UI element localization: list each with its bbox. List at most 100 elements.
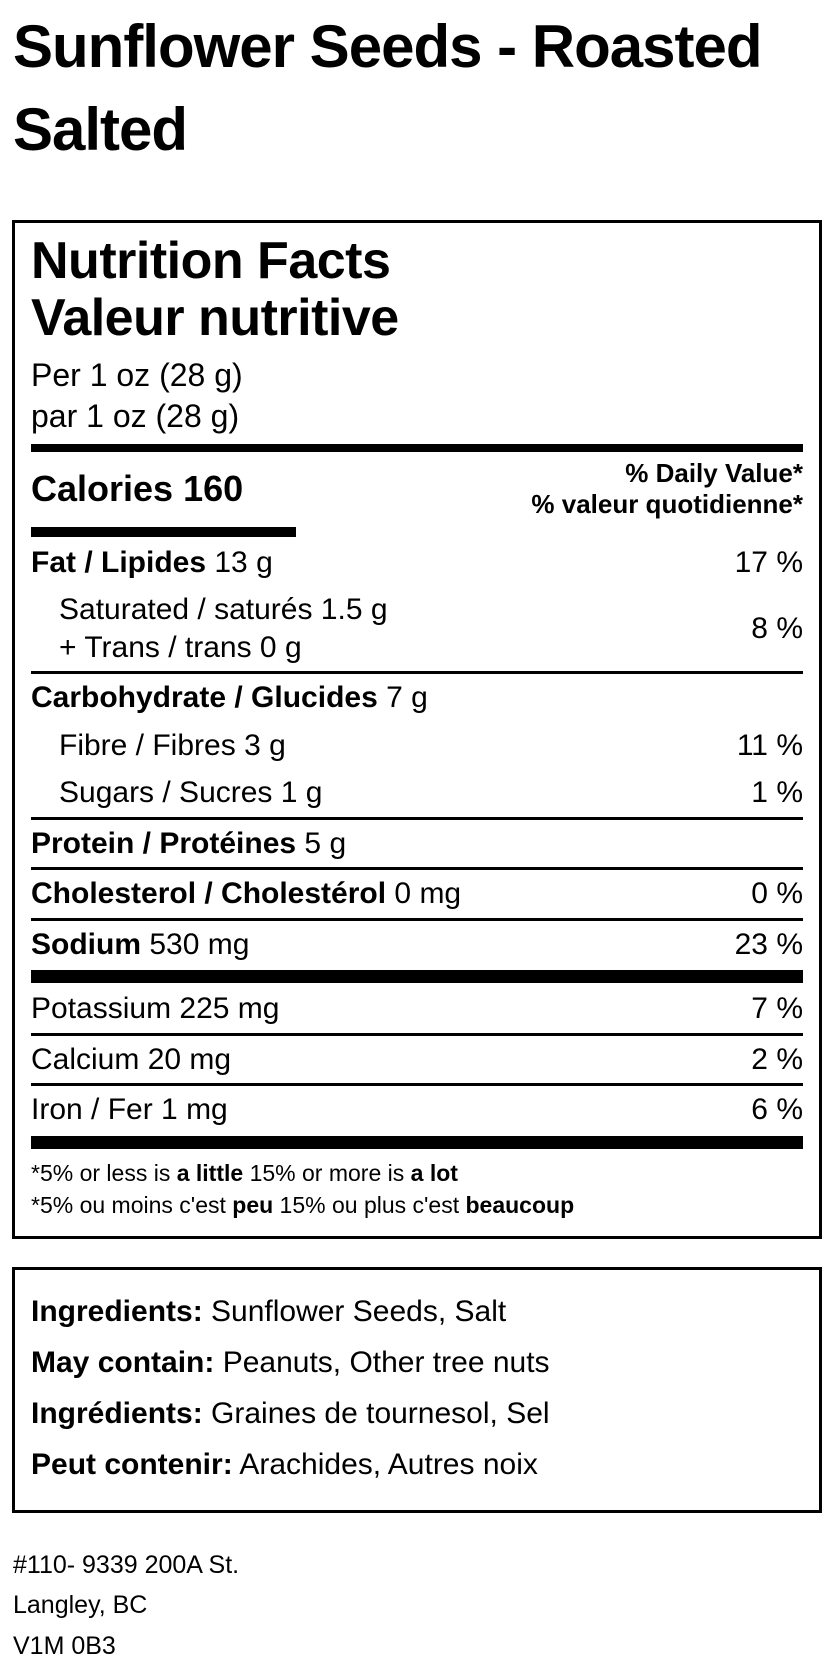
footnote-text: 15% or more is [243, 1159, 411, 1186]
nutrient-dv: 23 % [734, 927, 803, 961]
footnote-text: *5% or less is [31, 1159, 177, 1186]
nutrient-dv: 11 % [736, 728, 803, 762]
nutrient-label: Fibre / Fibres 3 g [31, 727, 286, 765]
serving-size-en: Per 1 oz (28 g) [31, 356, 243, 393]
may-contain-line-fr: Peut contenir: Arachides, Autres noix [31, 1445, 803, 1484]
nutrient-dv: 17 % [734, 545, 803, 579]
may-contain-line-en: May contain: Peanuts, Other tree nuts [31, 1343, 803, 1382]
nutrient-label: Iron / Fer 1 mg [31, 1091, 228, 1129]
company-address: #110- 9339 200A St. Langley, BC V1M 0B3 [13, 1545, 822, 1666]
calories-underline-bar [31, 526, 296, 537]
nutrient-name: Potassium [31, 992, 172, 1026]
divider-thick [31, 970, 803, 984]
footnote-fr: *5% ou moins c'est peu 15% ou plus c'est… [31, 1189, 803, 1222]
nutrient-name: Fibre / Fibres [59, 728, 236, 762]
ingredients-line-en: Ingredients: Sunflower Seeds, Salt [31, 1292, 803, 1331]
nutrient-dv: 7 % [751, 992, 803, 1026]
footnote-peu: peu [232, 1192, 274, 1219]
divider [31, 1083, 803, 1087]
nutrient-amount: 5 g [304, 826, 347, 860]
divider [31, 1032, 803, 1036]
nutrient-row-iron: Iron / Fer 1 mg 6 % [31, 1086, 803, 1134]
may-contain-label-fr: Peut contenir: [31, 1447, 233, 1481]
daily-value-header-en: % Daily Value* [625, 458, 803, 489]
nutrient-label: Cholesterol / Cholestérol 0 mg [31, 875, 461, 913]
nutrient-name: Carbohydrate / Glucides [31, 681, 378, 715]
divider [31, 671, 803, 675]
nutrient-row-calcium: Calcium 20 mg 2 % [31, 1036, 803, 1084]
nutrient-row-sodium: Sodium 530 mg 23 % [31, 921, 803, 969]
calories-label: Calories 160 [31, 458, 243, 510]
divider-thick-bottom [31, 1135, 803, 1149]
nutrient-name: Calcium [31, 1042, 140, 1076]
divider [31, 917, 803, 921]
divider-thick-top [31, 444, 803, 453]
trans-line: + Trans / trans 0 g [59, 630, 302, 664]
nutrient-label: Fat / Lipides 13 g [31, 544, 273, 582]
may-contain-label: May contain: [31, 1345, 215, 1379]
nutrition-facts-heading-fr: Valeur nutritive [31, 288, 399, 347]
nutrient-amount: 530 mg [149, 927, 250, 961]
daily-value-header-fr: % valeur quotidienne* [531, 489, 803, 520]
nutrient-dv: 6 % [751, 1093, 803, 1127]
divider [31, 816, 803, 820]
nutrition-facts-heading-en: Nutrition Facts [31, 231, 391, 290]
nutrient-amount: 20 mg [147, 1042, 232, 1076]
nutrient-name: Sugars / Sucres [59, 776, 273, 810]
ingredients-text: Sunflower Seeds, Salt [202, 1294, 507, 1328]
nutrient-amount: 3 g [244, 728, 286, 762]
nutrient-name: Protein / Protéines [31, 826, 297, 860]
nutrient-row-protein: Protein / Protéines 5 g [31, 820, 803, 868]
nutrient-name: Fat / Lipides [31, 545, 207, 579]
nutrient-dv: 0 % [751, 877, 803, 911]
nutrition-facts-panel: Nutrition Facts Valeur nutritive Per 1 o… [12, 219, 822, 1239]
ingredients-label: Ingredients: [31, 1294, 203, 1328]
nutrient-amount: 7 g [386, 681, 428, 715]
address-street: #110- 9339 200A St. [13, 1550, 240, 1579]
address-postal-code: V1M 0B3 [13, 1631, 116, 1660]
may-contain-text-fr: Arachides, Autres noix [232, 1447, 538, 1481]
footnote-beaucoup: beaucoup [465, 1192, 575, 1219]
address-city: Langley, BC [13, 1591, 148, 1620]
calories-row: Calories 160 % Daily Value* % valeur quo… [31, 458, 803, 520]
nutrient-row-saturated-trans: Saturated / saturés 1.5 g + Trans / tran… [31, 586, 803, 671]
ingredients-text-fr: Graines de tournesol, Sel [202, 1396, 550, 1430]
nutrient-row-sugars: Sugars / Sucres 1 g 1 % [31, 769, 803, 817]
footnote-text: *5% ou moins c'est [31, 1192, 233, 1219]
nutrient-label: Carbohydrate / Glucides 7 g [31, 679, 428, 717]
nutrient-name: Cholesterol / Cholestérol [31, 877, 387, 911]
footnote-text: 15% ou plus c'est [273, 1192, 466, 1219]
nutrient-amount: 0 mg [394, 877, 462, 911]
nutrient-row-carbohydrate: Carbohydrate / Glucides 7 g [31, 674, 803, 722]
ingredients-label-fr: Ingrédients: [31, 1396, 203, 1430]
nutrient-label: Protein / Protéines 5 g [31, 825, 346, 863]
nutrient-row-potassium: Potassium 225 mg 7 % [31, 985, 803, 1033]
nutrient-dv: 8 % [751, 611, 803, 645]
nutrient-label: Calcium 20 mg [31, 1041, 231, 1079]
nutrient-row-cholesterol: Cholesterol / Cholestérol 0 mg 0 % [31, 870, 803, 918]
daily-value-header: % Daily Value* % valeur quotidienne* [531, 458, 803, 520]
nutrient-row-fibre: Fibre / Fibres 3 g 11 % [31, 722, 803, 770]
nutrient-dv: 1 % [751, 776, 803, 810]
nutrient-amount: 1 g [280, 776, 323, 810]
serving-size-fr: par 1 oz (28 g) [31, 397, 240, 434]
daily-value-footnote: *5% or less is a little 15% or more is a… [31, 1157, 803, 1222]
nutrient-label: Sugars / Sucres 1 g [31, 774, 323, 812]
may-contain-text: Peanuts, Other tree nuts [214, 1345, 550, 1379]
calories-value: 160 [183, 468, 244, 510]
nutrient-dv: 2 % [751, 1042, 803, 1076]
nutrient-amount: 225 mg [179, 992, 280, 1026]
nutrient-label: Potassium 225 mg [31, 990, 279, 1028]
nutrient-row-fat: Fat / Lipides 13 g 17 % [31, 539, 803, 587]
nutrient-name: Iron / Fer [31, 1093, 153, 1127]
nutrient-label: Sodium 530 mg [31, 926, 249, 964]
footnote-a-lot: a lot [410, 1159, 458, 1186]
product-title: Sunflower Seeds - Roasted Salted [13, 13, 763, 163]
nutrient-name: Sodium [31, 927, 141, 961]
nutrient-amount: 13 g [214, 545, 273, 579]
nutrient-label: Saturated / saturés 1.5 g + Trans / tran… [31, 591, 388, 666]
page: Sunflower Seeds - Roasted Salted Nutriti… [0, 6, 834, 1666]
footnote-a-little: a little [176, 1159, 244, 1186]
footnote-en: *5% or less is a little 15% or more is a… [31, 1157, 803, 1190]
nutrient-amount: 1 mg [161, 1093, 228, 1127]
